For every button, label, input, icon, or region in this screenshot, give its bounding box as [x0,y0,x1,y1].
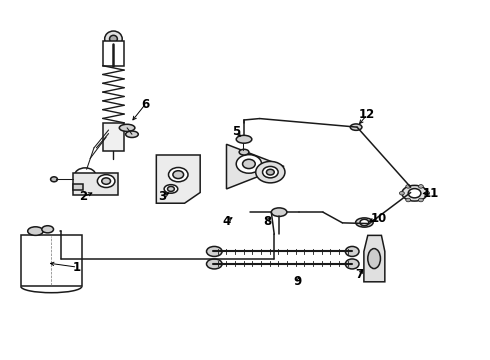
Ellipse shape [50,177,57,182]
Text: 3: 3 [158,190,166,203]
Circle shape [263,166,278,178]
Ellipse shape [236,135,252,143]
Ellipse shape [173,171,184,179]
Ellipse shape [350,124,362,130]
Text: 8: 8 [263,215,271,228]
Text: 10: 10 [371,212,387,225]
Ellipse shape [408,189,421,198]
Text: 2: 2 [79,190,87,203]
Ellipse shape [28,227,43,235]
Ellipse shape [368,249,380,269]
Ellipse shape [119,124,135,131]
Circle shape [406,198,411,202]
Ellipse shape [360,219,369,226]
Text: 9: 9 [294,275,302,288]
Text: 5: 5 [232,125,241,138]
Ellipse shape [402,185,427,201]
Ellipse shape [345,247,359,256]
Ellipse shape [105,31,122,47]
Ellipse shape [169,167,188,182]
Bar [73,173,118,195]
Circle shape [256,161,285,183]
Ellipse shape [239,149,249,155]
Text: 12: 12 [359,108,375,121]
Circle shape [98,175,115,188]
Polygon shape [364,235,385,282]
Bar [103,41,124,66]
Ellipse shape [206,259,222,269]
Ellipse shape [42,226,53,233]
Text: 11: 11 [423,187,439,200]
Ellipse shape [125,131,138,138]
Text: 7: 7 [355,268,364,281]
Circle shape [418,198,423,202]
Ellipse shape [164,185,178,193]
Ellipse shape [271,208,287,216]
Circle shape [425,192,430,195]
Text: 1: 1 [73,261,81,274]
Circle shape [74,168,96,184]
Circle shape [399,192,404,195]
Circle shape [418,185,423,188]
Ellipse shape [206,247,222,256]
Ellipse shape [236,155,262,173]
Bar [73,184,83,190]
Circle shape [267,169,274,175]
Ellipse shape [168,186,174,192]
Ellipse shape [110,35,117,42]
Polygon shape [156,155,200,203]
Text: 6: 6 [141,98,149,111]
Polygon shape [226,144,284,189]
Bar [103,123,124,152]
Ellipse shape [243,159,255,168]
Text: 4: 4 [222,215,231,228]
Circle shape [102,178,111,184]
Bar [21,235,82,287]
Ellipse shape [345,259,359,269]
Circle shape [406,185,411,188]
Ellipse shape [356,218,373,227]
